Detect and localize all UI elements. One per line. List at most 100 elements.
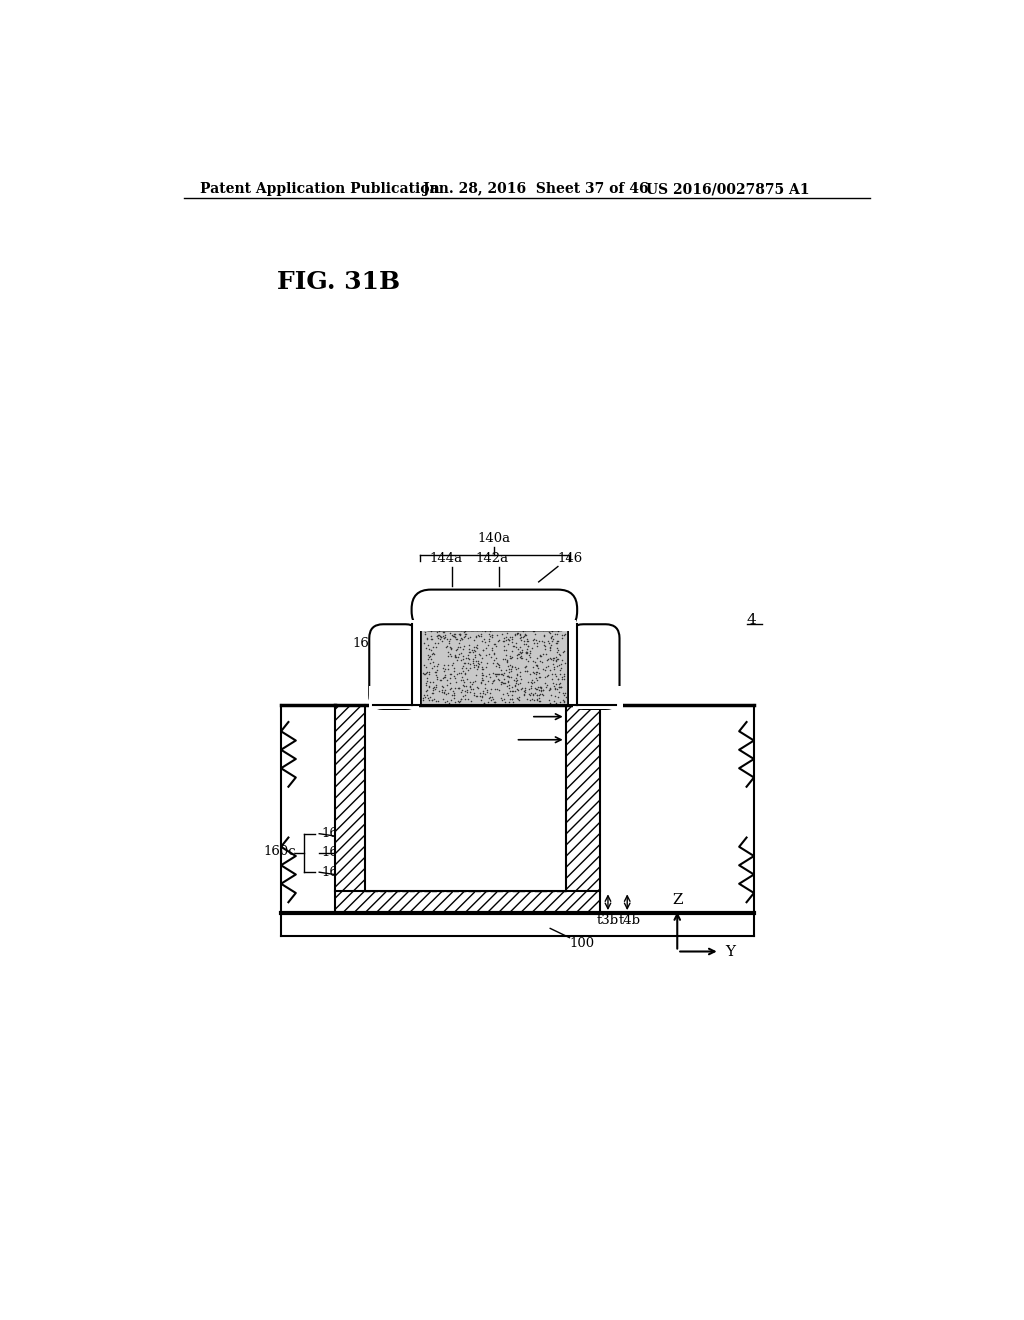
Bar	[412, 624, 421, 705]
Point	[490, 664, 507, 685]
Point	[469, 685, 485, 706]
Point	[509, 664, 525, 685]
Point	[503, 648, 519, 669]
Point	[447, 672, 464, 693]
Point	[462, 657, 478, 678]
Point	[424, 689, 440, 710]
Point	[425, 677, 441, 698]
Point	[520, 678, 537, 700]
Point	[512, 665, 528, 686]
Text: FIG. 31B: FIG. 31B	[276, 269, 400, 293]
Point	[455, 656, 471, 677]
Point	[520, 635, 537, 656]
Point	[458, 616, 474, 638]
Point	[487, 678, 504, 700]
Point	[524, 630, 541, 651]
Point	[541, 648, 557, 669]
Point	[422, 626, 438, 647]
Text: US 2016/0027875 A1: US 2016/0027875 A1	[646, 182, 810, 197]
Point	[416, 664, 432, 685]
Point	[524, 684, 541, 705]
Point	[529, 678, 546, 700]
Point	[542, 660, 558, 681]
Point	[543, 628, 559, 649]
Point	[513, 647, 529, 668]
Point	[441, 668, 458, 689]
Point	[514, 642, 530, 663]
Point	[528, 655, 545, 676]
Point	[493, 663, 509, 684]
Point	[480, 635, 497, 656]
Text: Y: Y	[725, 945, 735, 958]
Point	[483, 638, 500, 659]
Point	[557, 686, 573, 708]
Point	[421, 677, 437, 698]
Point	[434, 668, 451, 689]
Point	[532, 677, 549, 698]
Point	[524, 689, 541, 710]
Point	[515, 620, 531, 642]
Point	[416, 632, 432, 653]
Point	[445, 660, 462, 681]
Point	[439, 635, 456, 656]
Bar	[335, 705, 366, 891]
Point	[544, 630, 560, 651]
Point	[555, 640, 571, 661]
Point	[425, 642, 441, 663]
Point	[468, 626, 484, 647]
Point	[454, 628, 470, 649]
Point	[424, 680, 440, 701]
Point	[472, 673, 488, 694]
Point	[474, 685, 490, 706]
Point	[417, 664, 433, 685]
Point	[518, 642, 535, 663]
Point	[487, 655, 504, 676]
Point	[484, 686, 501, 708]
Point	[469, 624, 485, 645]
Point	[474, 657, 490, 678]
Point	[469, 651, 485, 672]
Point	[457, 623, 473, 644]
Point	[455, 685, 471, 706]
Point	[543, 619, 559, 640]
Point	[457, 652, 473, 673]
Point	[557, 682, 573, 704]
Point	[534, 684, 550, 705]
Point	[500, 665, 516, 686]
Point	[457, 689, 473, 710]
Point	[510, 623, 526, 644]
Point	[550, 668, 566, 689]
Point	[502, 653, 518, 675]
Point	[421, 689, 437, 710]
Point	[446, 692, 463, 713]
Point	[475, 639, 492, 660]
Point	[443, 638, 460, 659]
Point	[542, 648, 558, 669]
Point	[472, 671, 488, 692]
Point	[509, 664, 525, 685]
Point	[432, 628, 449, 649]
Point	[507, 624, 523, 645]
Point	[485, 643, 502, 664]
Point	[442, 677, 459, 698]
Point	[555, 665, 571, 686]
Point	[544, 620, 560, 642]
Point	[523, 677, 540, 698]
Point	[424, 643, 440, 664]
Point	[436, 655, 453, 676]
Point	[471, 644, 487, 665]
Text: Jan. 28, 2016  Sheet 37 of 46: Jan. 28, 2016 Sheet 37 of 46	[423, 182, 649, 197]
Point	[495, 684, 511, 705]
Point	[437, 664, 454, 685]
Point	[444, 655, 461, 676]
Point	[477, 620, 494, 642]
Point	[425, 672, 441, 693]
Point	[430, 690, 446, 711]
Point	[421, 664, 437, 685]
Point	[504, 685, 520, 706]
Point	[551, 673, 567, 694]
Point	[469, 656, 485, 677]
Point	[462, 627, 478, 648]
Point	[500, 685, 516, 706]
Point	[516, 616, 532, 638]
